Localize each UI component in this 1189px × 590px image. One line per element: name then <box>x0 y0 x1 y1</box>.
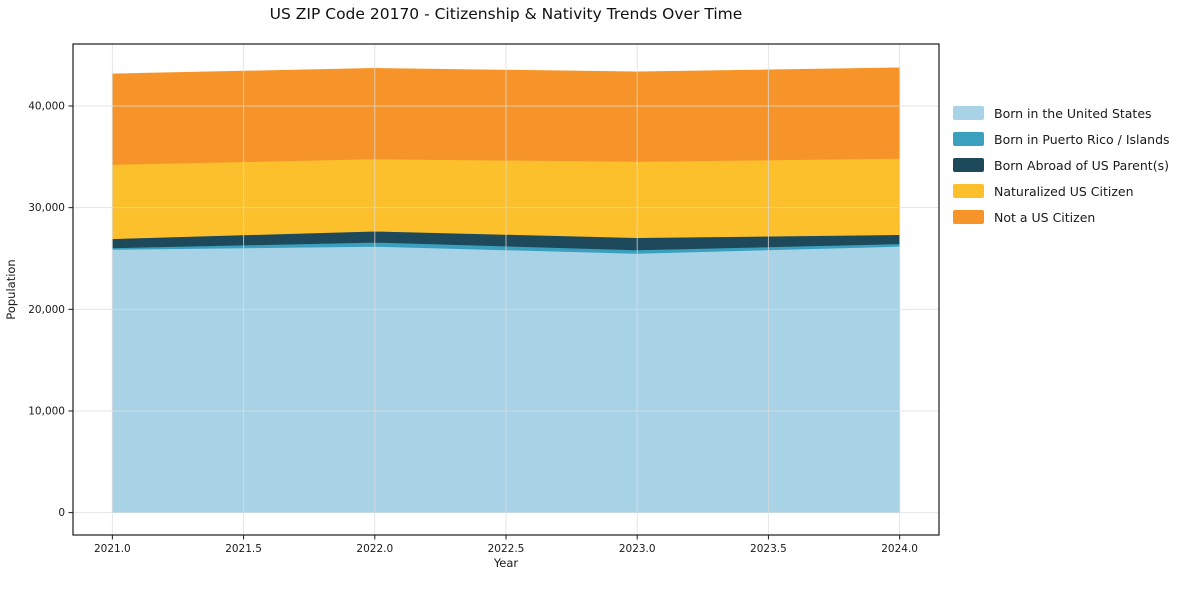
y-tick-label: 20,000 <box>28 304 65 316</box>
legend-swatch-icon <box>953 184 984 198</box>
x-tick-label: 2024.0 <box>881 543 918 555</box>
legend-item-naturalized-us-citizen: Naturalized US Citizen <box>953 178 1170 204</box>
legend-label: Not a US Citizen <box>994 209 1096 225</box>
legend-label: Naturalized US Citizen <box>994 183 1134 199</box>
x-tick-label: 2021.5 <box>225 543 262 555</box>
x-tick-label: 2022.5 <box>488 543 525 555</box>
gridlines <box>73 44 939 535</box>
legend-swatch-icon <box>953 158 984 172</box>
legend-swatch-icon <box>953 132 984 146</box>
legend-swatch-icon <box>953 210 984 224</box>
x-tick-label: 2023.0 <box>619 543 656 555</box>
legend-label: Born in the United States <box>994 105 1152 121</box>
x-tick-label: 2023.5 <box>750 543 787 555</box>
x-tick-label: 2022.0 <box>356 543 393 555</box>
x-tick-label: 2021.0 <box>94 543 131 555</box>
y-tick-label: 30,000 <box>28 202 65 214</box>
legend-swatch-icon <box>953 106 984 120</box>
legend-item-not-a-us-citizen: Not a US Citizen <box>953 204 1170 230</box>
y-tick-label: 0 <box>58 507 65 519</box>
y-tick-label: 40,000 <box>28 101 65 113</box>
tick-marks <box>68 105 901 540</box>
x-axis-label: Year <box>493 556 519 570</box>
legend-item-born-in-puerto-rico-islands: Born in Puerto Rico / Islands <box>953 126 1170 152</box>
y-tick-label: 10,000 <box>28 405 65 417</box>
chart-title: US ZIP Code 20170 - Citizenship & Nativi… <box>269 5 743 23</box>
legend-item-born-abroad-of-us-parent-s: Born Abroad of US Parent(s) <box>953 152 1170 178</box>
legend: Born in the United States Born in Puerto … <box>953 100 1170 230</box>
legend-label: Born Abroad of US Parent(s) <box>994 157 1169 173</box>
legend-label: Born in Puerto Rico / Islands <box>994 131 1170 147</box>
y-axis-label: Population <box>4 259 18 319</box>
legend-item-born-in-the-united-states: Born in the United States <box>953 100 1170 126</box>
